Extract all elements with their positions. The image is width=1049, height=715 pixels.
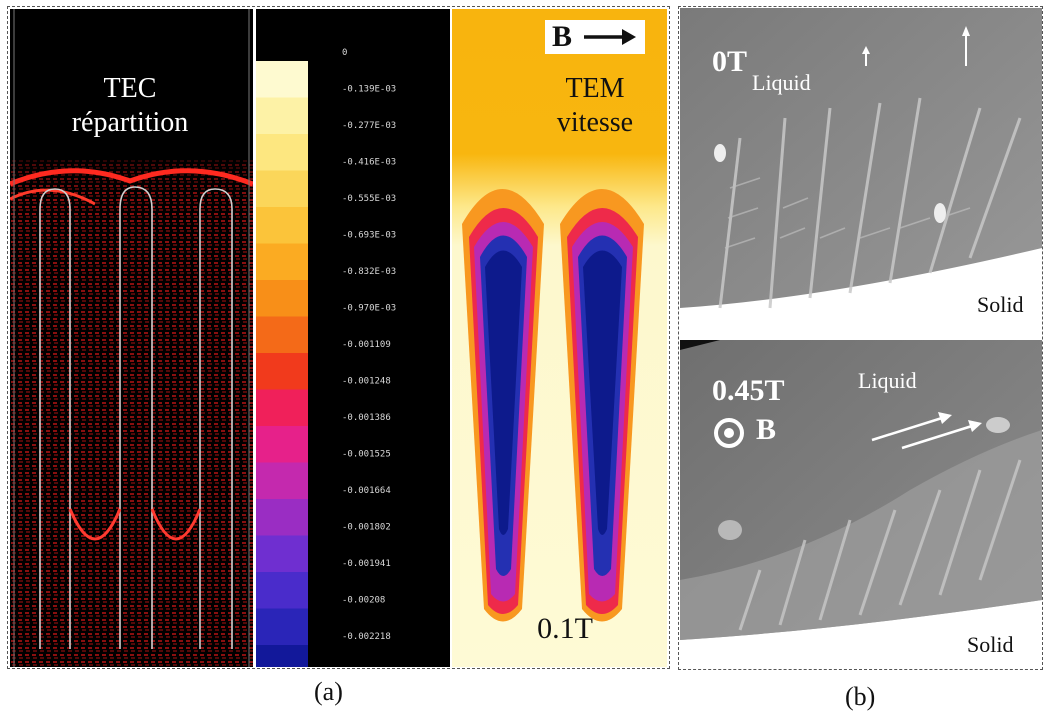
micrograph-0t-liquid: Liquid [752,70,811,95]
tec-title: TEC répartition [50,72,210,140]
micrograph-045t [680,340,1042,668]
scale-swatch [256,134,308,171]
scale-swatch [256,608,308,646]
scale-value: -0.139E-03 [342,85,396,95]
scale-swatch [256,353,308,390]
micrograph-045t-solid: Solid [967,632,1014,657]
panel-b-frame [678,6,1043,670]
scale-value: -0.970E-03 [342,304,396,314]
field-out-of-plane-icon [714,418,744,448]
scale-value: -0.001109 [342,340,391,350]
scale-swatch [256,426,308,463]
scale-value: -0.001802 [342,523,391,533]
micrograph-0t-solid: Solid [977,292,1024,317]
scale-swatch [256,316,308,354]
scale-value: -0.555E-03 [342,194,396,204]
scale-value: -0.001664 [342,486,391,496]
scale-value: -0.001941 [342,559,391,569]
tec-simulation-image [10,9,253,667]
scale-swatch [256,535,308,573]
micrograph-0t [680,8,1042,332]
micrograph-045t-b-label: B [756,413,777,446]
panel-a-frame [7,6,670,669]
scale-value: -0.00208 [342,596,385,606]
tem-title-line1: TEM [565,73,625,104]
panel-b-label: (b) [845,682,876,711]
tem-field-label: 0.1T [537,612,593,645]
micrograph-0t-field: 0T [712,45,748,78]
scale-value: 0 [342,48,347,58]
scale-value: -0.416E-03 [342,158,396,168]
tem-velocity-image [452,9,667,667]
scale-value: -0.832E-03 [342,267,396,277]
scale-swatch [256,462,308,500]
scale-swatch [256,572,308,609]
scale-swatch [256,97,308,135]
b-field-label: B [552,20,573,53]
micrograph-045t-liquid: Liquid [858,368,917,393]
scale-swatch [256,280,308,317]
scale-value: -0.001248 [342,377,391,387]
scale-value: -0.002218 [342,632,391,642]
scale-value: -0.001386 [342,413,391,423]
tec-title-line1: TEC [103,73,157,104]
scale-value: -0.277E-03 [342,121,396,131]
scale-swatch [256,499,308,536]
scale-swatch [256,61,308,98]
scale-value: -0.001525 [342,450,391,460]
color-scale: 0 -0.139E-03 -0.277E-03 -0.416E-03 -0.555E-0… [256,9,450,667]
scale-swatch [256,170,308,208]
tem-title-line2: vitesse [556,107,634,138]
panel-a-label: (a) [314,677,343,706]
tec-title-line2: répartition [71,107,189,138]
scale-swatch [256,645,308,667]
tem-title: TEM vitesse [545,72,645,140]
micrograph-045t-field: 0.45T [712,374,785,407]
color-scale-svg: 0 -0.139E-03 -0.277E-03 -0.416E-03 -0.555E-0… [256,48,396,667]
scale-value: -0.693E-03 [342,231,396,241]
scale-swatch [256,389,308,427]
scale-swatch [256,207,308,244]
arrow-right-icon [584,29,636,45]
scale-swatch [256,243,308,281]
